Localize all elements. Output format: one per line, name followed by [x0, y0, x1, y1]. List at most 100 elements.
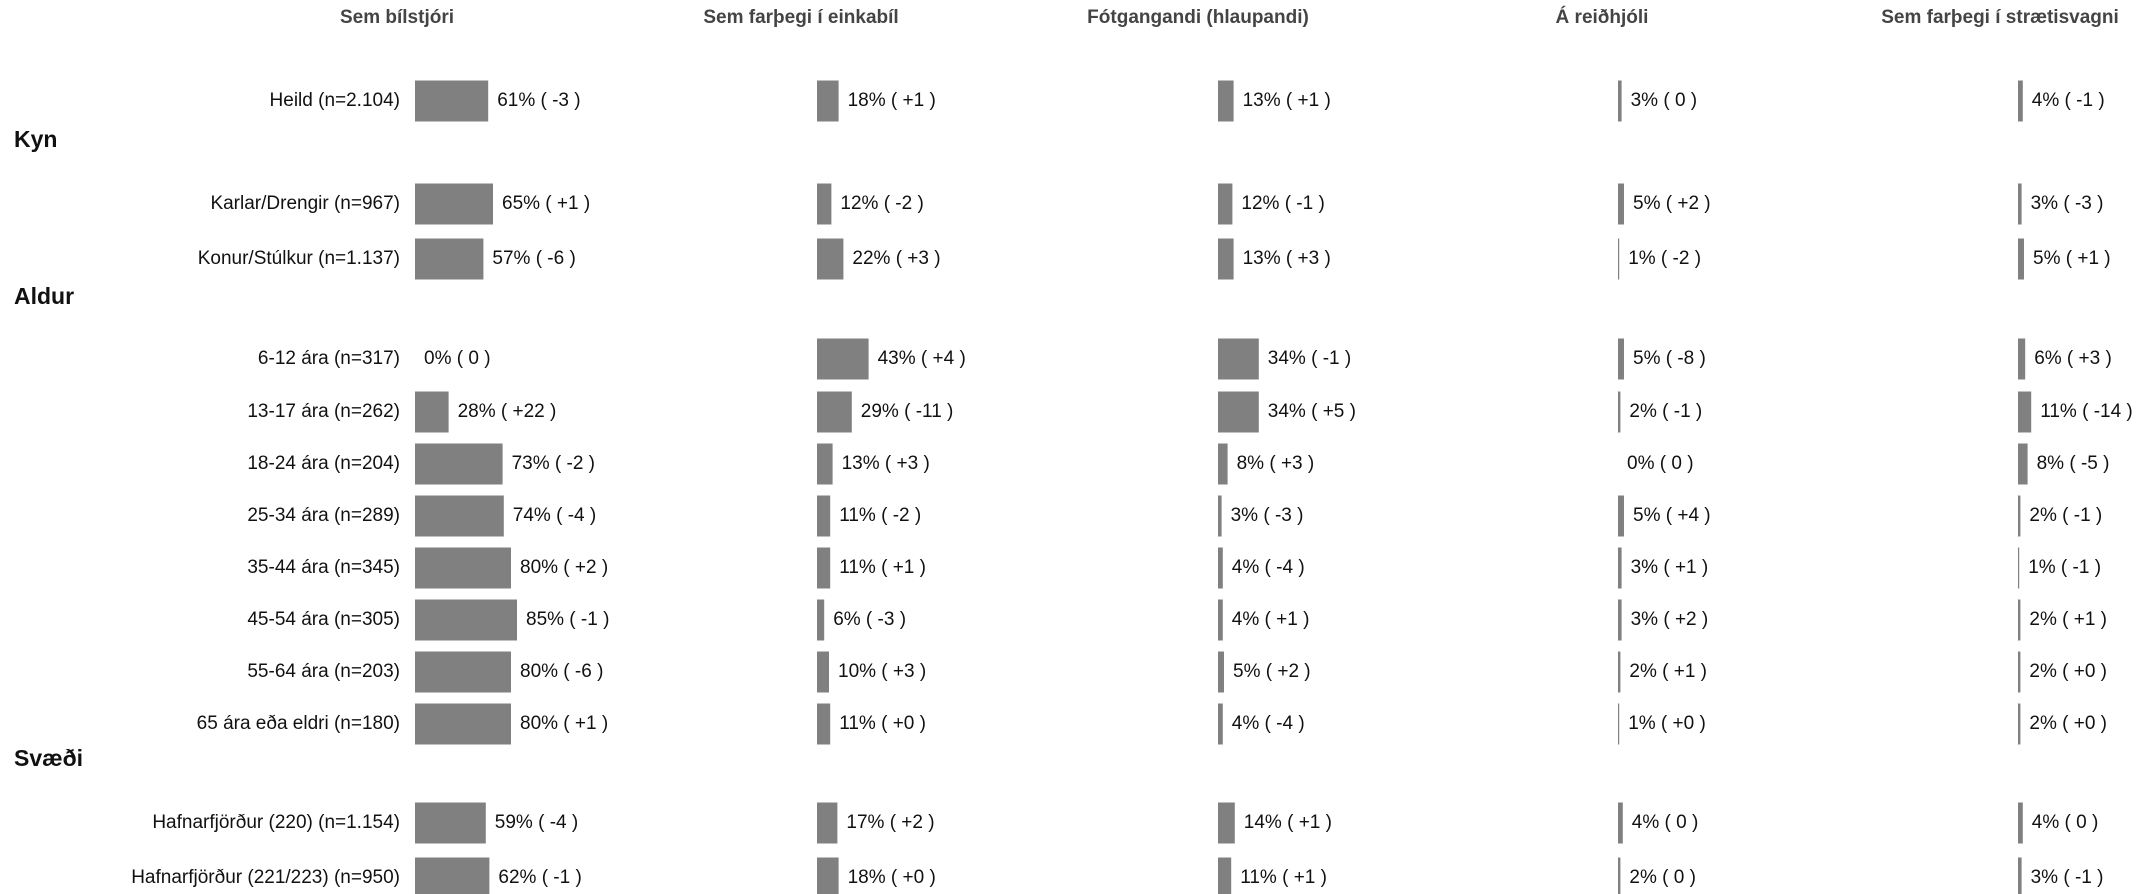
value-label: 34% ( +5 ): [1268, 401, 1356, 422]
value-label: 13% ( +3 ): [842, 453, 930, 474]
value-label: 57% ( -6 ): [492, 248, 575, 269]
value-label: 17% ( +2 ): [846, 812, 934, 833]
bar: [817, 183, 832, 225]
value-label: 2% ( +1 ): [2029, 609, 2107, 630]
bar: [1618, 338, 1624, 380]
bar: [817, 651, 829, 693]
bar: [817, 495, 831, 537]
value-label: 28% ( +22 ): [458, 401, 557, 422]
value-label: 13% ( +1 ): [1243, 90, 1331, 111]
bar: [415, 547, 511, 589]
bar: [2018, 802, 2023, 844]
value-label: 12% ( -1 ): [1241, 193, 1324, 214]
column-title: Á reiðhjóli: [1556, 6, 1649, 28]
bar: [1218, 183, 1233, 225]
bar: [415, 238, 484, 280]
bar: [1218, 802, 1235, 844]
value-label: 8% ( +3 ): [1237, 453, 1315, 474]
bar: [415, 443, 503, 485]
value-label: 62% ( -1 ): [498, 867, 581, 888]
value-label: 4% ( -4 ): [1232, 713, 1305, 734]
value-label: 4% ( -4 ): [1232, 557, 1305, 578]
value-label: 5% ( -8 ): [1633, 348, 1706, 369]
bar: [1218, 495, 1222, 537]
bar: [1218, 80, 1234, 122]
bar: [415, 802, 486, 844]
category-label: 13-17 ára (n=262): [247, 401, 400, 422]
value-label: 34% ( -1 ): [1268, 348, 1351, 369]
value-label: 29% ( -11 ): [861, 401, 954, 422]
bar: [2018, 495, 2021, 537]
value-label: 12% ( -2 ): [840, 193, 923, 214]
bar: [817, 703, 831, 745]
value-label: 11% ( +1 ): [1240, 867, 1327, 888]
value-label: 1% ( +0 ): [1628, 713, 1706, 734]
value-label: 4% ( -1 ): [2032, 90, 2105, 111]
bar: [817, 391, 852, 433]
value-label: 8% ( -5 ): [2037, 453, 2110, 474]
value-label: 3% ( -3 ): [1231, 505, 1304, 526]
bar: [1618, 857, 1621, 894]
category-label: 65 ára eða eldri (n=180): [197, 713, 400, 734]
bar: [415, 495, 504, 537]
bar: [2018, 80, 2023, 122]
category-label: 35-44 ára (n=345): [247, 557, 400, 578]
bar: [2018, 703, 2021, 745]
value-label: 61% ( -3 ): [497, 90, 580, 111]
value-label: 4% ( 0 ): [1632, 812, 1699, 833]
value-label: 80% ( +2 ): [520, 557, 608, 578]
category-label: 45-54 ára (n=305): [247, 609, 400, 630]
value-label: 18% ( +1 ): [848, 90, 936, 111]
bar: [817, 547, 831, 589]
column-title: Sem farþegi í strætisvagni: [1881, 7, 2119, 28]
bar: [2018, 443, 2028, 485]
value-label: 22% ( +3 ): [852, 248, 940, 269]
bar: [817, 857, 839, 894]
category-label: Konur/Stúlkur (n=1.137): [198, 248, 400, 269]
value-label: 5% ( +1 ): [2033, 248, 2111, 269]
value-label: 2% ( -1 ): [2029, 505, 2102, 526]
value-label: 73% ( -2 ): [512, 453, 595, 474]
value-label: 3% ( +2 ): [1631, 609, 1709, 630]
bar: [1218, 651, 1224, 693]
value-label: 10% ( +3 ): [838, 661, 926, 682]
value-label: 1% ( -1 ): [2028, 557, 2101, 578]
value-label: 2% ( +0 ): [2029, 713, 2107, 734]
group-label: Kyn: [14, 126, 57, 152]
value-label: 1% ( -2 ): [1628, 248, 1701, 269]
bar: [2018, 183, 2022, 225]
category-label: Hafnarfjörður (221/223) (n=950): [131, 867, 400, 888]
bar: [1618, 183, 1624, 225]
bar: [415, 651, 511, 693]
column-title: Sem bílstjóri: [340, 7, 454, 28]
value-label: 2% ( +0 ): [2029, 661, 2107, 682]
bar: [817, 238, 844, 280]
value-label: 11% ( -2 ): [839, 505, 921, 526]
bar: [1218, 599, 1223, 641]
category-label: Hafnarfjörður (220) (n=1.154): [152, 812, 400, 833]
value-label: 0% ( 0 ): [1627, 453, 1694, 474]
bar: [1618, 802, 1623, 844]
bar: [1218, 443, 1228, 485]
value-label: 13% ( +3 ): [1243, 248, 1331, 269]
group-label: Svæði: [14, 745, 83, 771]
bar: [415, 391, 449, 433]
category-label: Heild (n=2.104): [270, 90, 400, 111]
value-label: 4% ( 0 ): [2032, 812, 2099, 833]
value-label: 11% ( +0 ): [839, 713, 926, 734]
value-label: 6% ( +3 ): [2034, 348, 2112, 369]
value-label: 14% ( +1 ): [1244, 812, 1332, 833]
bar: [1618, 80, 1622, 122]
category-label: 6-12 ára (n=317): [258, 348, 400, 369]
category-label: Karlar/Drengir (n=967): [210, 193, 400, 214]
group-label: Aldur: [14, 283, 74, 309]
value-label: 3% ( +1 ): [1631, 557, 1709, 578]
value-label: 3% ( -3 ): [2031, 193, 2104, 214]
bar: [415, 80, 489, 122]
bar: [817, 443, 833, 485]
bar: [1618, 703, 1620, 745]
bar: [1218, 703, 1223, 745]
bar: [2018, 338, 2026, 380]
column-title: Sem farþegi í einkabíl: [703, 7, 898, 28]
bar: [1218, 857, 1232, 894]
